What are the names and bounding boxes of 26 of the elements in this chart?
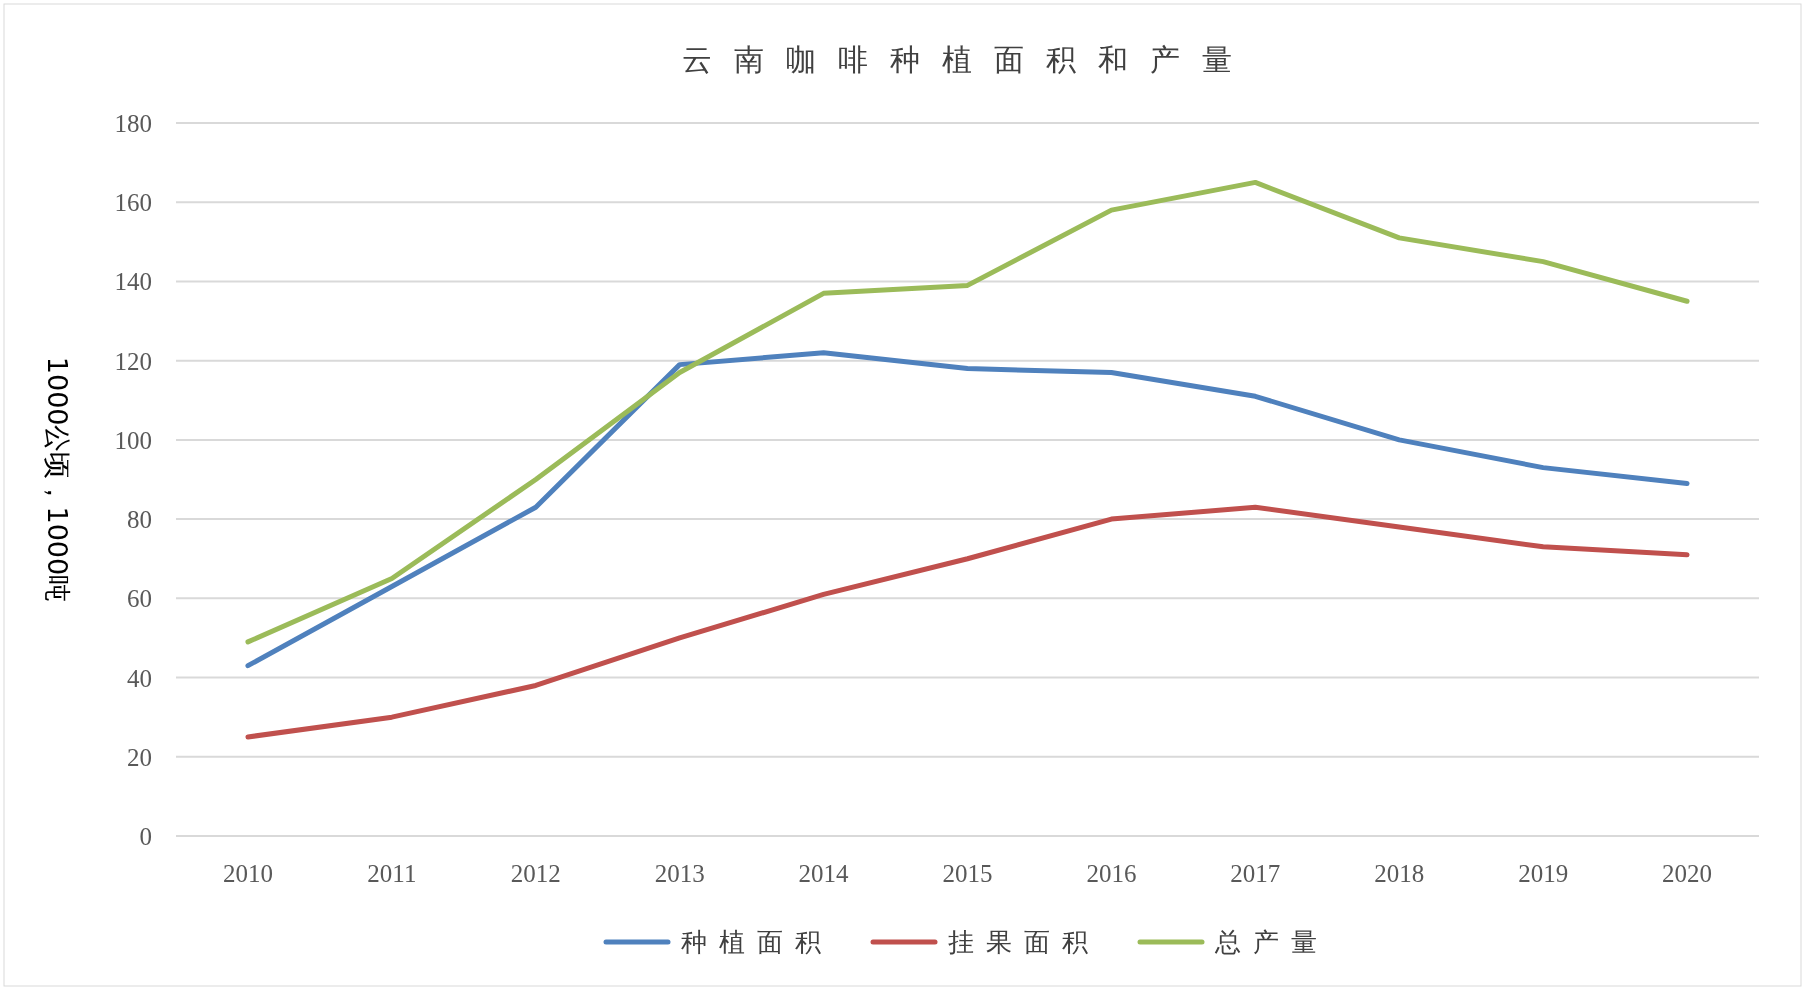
x-tick-label: 2017 (1230, 860, 1281, 887)
y-tick-label: 120 (114, 347, 152, 375)
x-tick-label: 2014 (798, 860, 850, 887)
y-tick-label: 0 (139, 823, 152, 850)
y-tick-label: 140 (114, 268, 152, 296)
x-tick-label: 2019 (1518, 860, 1569, 887)
x-tick-label: 2015 (942, 860, 993, 887)
y-tick-label: 40 (127, 664, 152, 692)
x-tick-label: 2018 (1374, 860, 1425, 887)
x-tick-label: 2020 (1662, 860, 1713, 887)
x-tick-label: 2012 (510, 860, 561, 887)
y-tick-label: 180 (114, 110, 152, 137)
y-tick-label: 160 (114, 189, 152, 217)
y-axis-title: 1000公顷，1000吨 (42, 356, 73, 603)
y-tick-label: 20 (127, 743, 152, 771)
y-tick-label: 60 (127, 585, 152, 613)
y-tick-label: 100 (114, 426, 152, 454)
x-tick-label: 2013 (654, 860, 705, 887)
y-tick-label: 80 (127, 506, 152, 534)
x-tick-label: 2010 (222, 860, 273, 887)
x-tick-label: 2016 (1086, 860, 1137, 887)
x-tick-label: 2011 (367, 860, 417, 887)
title: 云南咖啡种植面积和产量 (681, 42, 1254, 77)
legend-label: 总产量 (1214, 927, 1329, 957)
legend-label: 挂果面积 (948, 927, 1100, 957)
legend-label: 种植面积 (681, 927, 833, 957)
